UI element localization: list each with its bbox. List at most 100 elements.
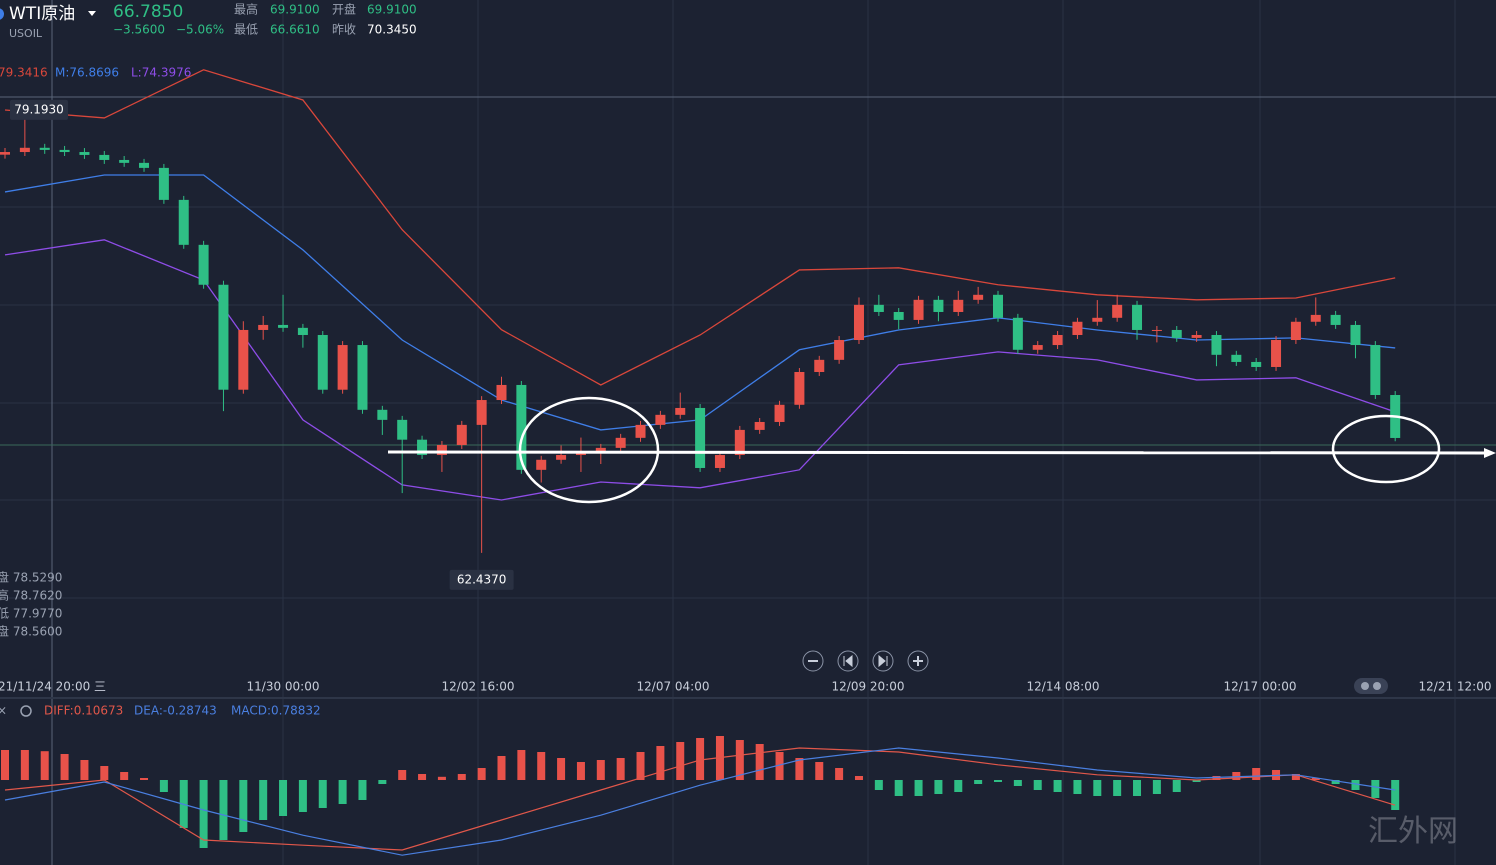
icon bbox=[878, 654, 888, 668]
macd-bar bbox=[378, 780, 387, 784]
candle-body bbox=[615, 437, 626, 448]
macd-bar bbox=[835, 768, 844, 780]
symbol[interactable]: WTI原油 bbox=[9, 4, 75, 24]
band-lower bbox=[4, 239, 1396, 501]
macd-bar bbox=[616, 758, 625, 780]
macd-bar bbox=[1391, 780, 1400, 810]
tag-box bbox=[10, 99, 68, 120]
macd-bar bbox=[815, 762, 824, 780]
x-tick-label: 12/14 08:00 bbox=[1027, 680, 1100, 694]
x-tick-label: 21/11/24 20:00 三 bbox=[0, 680, 106, 694]
macd-bar bbox=[1053, 780, 1062, 792]
candle-body bbox=[0, 152, 10, 155]
candle-body bbox=[496, 384, 507, 401]
arrow-head bbox=[1484, 448, 1496, 458]
candle-body bbox=[258, 324, 269, 330]
label: 最低 bbox=[234, 23, 258, 37]
macd-bar bbox=[1172, 780, 1181, 792]
candle-body bbox=[754, 421, 765, 430]
candle-body bbox=[714, 455, 725, 468]
boll-middle: M:76.8696 bbox=[55, 66, 119, 80]
nav-buttons bbox=[802, 650, 1388, 694]
dropdown[interactable] bbox=[88, 11, 96, 16]
plot: 21/11/24 20:00 三 11/30 00:00 12/02 16:00 12… bbox=[0, 69, 1492, 856]
header: WTI原油 USOIL 66.7850 −3.5600 −5.06% 最高 69… bbox=[0, 2, 1458, 849]
x-tick-label: 12/17 00:00 bbox=[1224, 680, 1297, 694]
value: 69.9100 bbox=[367, 3, 417, 17]
candle-body bbox=[1350, 324, 1361, 346]
macd-dea: DEA:-0.28743 bbox=[134, 704, 217, 718]
x-tick-label: 12/02 16:00 bbox=[442, 680, 515, 694]
macd-bar bbox=[199, 780, 208, 848]
scroll-handle[interactable] bbox=[1354, 678, 1388, 694]
candle-body bbox=[1251, 361, 1262, 367]
candle-body bbox=[1231, 354, 1242, 362]
annotations bbox=[387, 396, 1496, 504]
candle-body bbox=[814, 359, 825, 373]
macd-bar bbox=[1093, 780, 1102, 796]
x-tick-label: 12/07 04:00 bbox=[637, 680, 710, 694]
candle-body bbox=[635, 424, 646, 438]
candle-body bbox=[675, 407, 686, 415]
macd-bar bbox=[1371, 780, 1380, 798]
zoom-out[interactable] bbox=[802, 650, 824, 672]
candle-body bbox=[1310, 314, 1321, 322]
macd-bar bbox=[1311, 778, 1320, 780]
macd-bar bbox=[596, 760, 605, 780]
macd-bar bbox=[1013, 780, 1022, 786]
candle-body bbox=[1032, 345, 1043, 350]
macd-bar bbox=[1331, 780, 1340, 784]
candle-body bbox=[1370, 345, 1381, 396]
macd-bar bbox=[358, 780, 367, 800]
macd-bar bbox=[656, 746, 665, 780]
label: 昨收 bbox=[332, 23, 356, 37]
candle-body bbox=[556, 455, 567, 460]
candle-body bbox=[158, 167, 169, 200]
zoom-in[interactable] bbox=[907, 650, 929, 672]
band-upper bbox=[4, 69, 1396, 386]
candle-body bbox=[893, 311, 904, 320]
macd-bar bbox=[1192, 780, 1201, 782]
candle-body bbox=[1211, 334, 1222, 355]
macd-bar bbox=[457, 774, 466, 780]
dot bbox=[1373, 682, 1381, 690]
macd-bar bbox=[854, 776, 863, 780]
candle-body bbox=[59, 149, 70, 153]
candle-body bbox=[1290, 321, 1301, 341]
macd-bar bbox=[576, 762, 585, 780]
x-tick-label: 12/09 20:00 bbox=[832, 680, 905, 694]
candle-body bbox=[357, 345, 368, 410]
candle-body bbox=[1151, 329, 1162, 331]
macd-bar bbox=[1133, 780, 1142, 796]
price: 66.7850 bbox=[113, 2, 183, 22]
candle-body bbox=[1092, 317, 1103, 322]
candle-body bbox=[139, 162, 150, 168]
scroll-end[interactable] bbox=[872, 650, 894, 672]
settings-icon[interactable] bbox=[20, 705, 32, 717]
macd-bar bbox=[1252, 768, 1261, 780]
macd-bar bbox=[795, 758, 804, 780]
candle-body bbox=[655, 414, 666, 425]
close-icon[interactable]: × bbox=[0, 704, 7, 718]
scroll-start[interactable] bbox=[837, 650, 859, 672]
candle-body bbox=[794, 372, 805, 405]
candle-body bbox=[1191, 334, 1202, 338]
macd-bar bbox=[20, 750, 29, 780]
icon bbox=[913, 656, 923, 666]
change-pct: −5.06% bbox=[176, 23, 224, 37]
x-tick-label: 11/30 00:00 bbox=[247, 680, 320, 694]
macd-bar bbox=[914, 780, 923, 796]
x-tick-label: 12/21 12:00 bbox=[1419, 680, 1492, 694]
value: 69.9100 bbox=[270, 3, 320, 17]
label: 开盘 bbox=[332, 2, 356, 17]
candle-body bbox=[297, 327, 308, 335]
macd-bar bbox=[775, 752, 784, 780]
candle-body bbox=[397, 419, 408, 440]
candle-body bbox=[99, 154, 110, 160]
change: −3.5600 bbox=[113, 23, 165, 37]
macd-bar bbox=[298, 780, 307, 812]
macd-bar bbox=[537, 752, 546, 780]
macd-bar bbox=[477, 768, 486, 780]
